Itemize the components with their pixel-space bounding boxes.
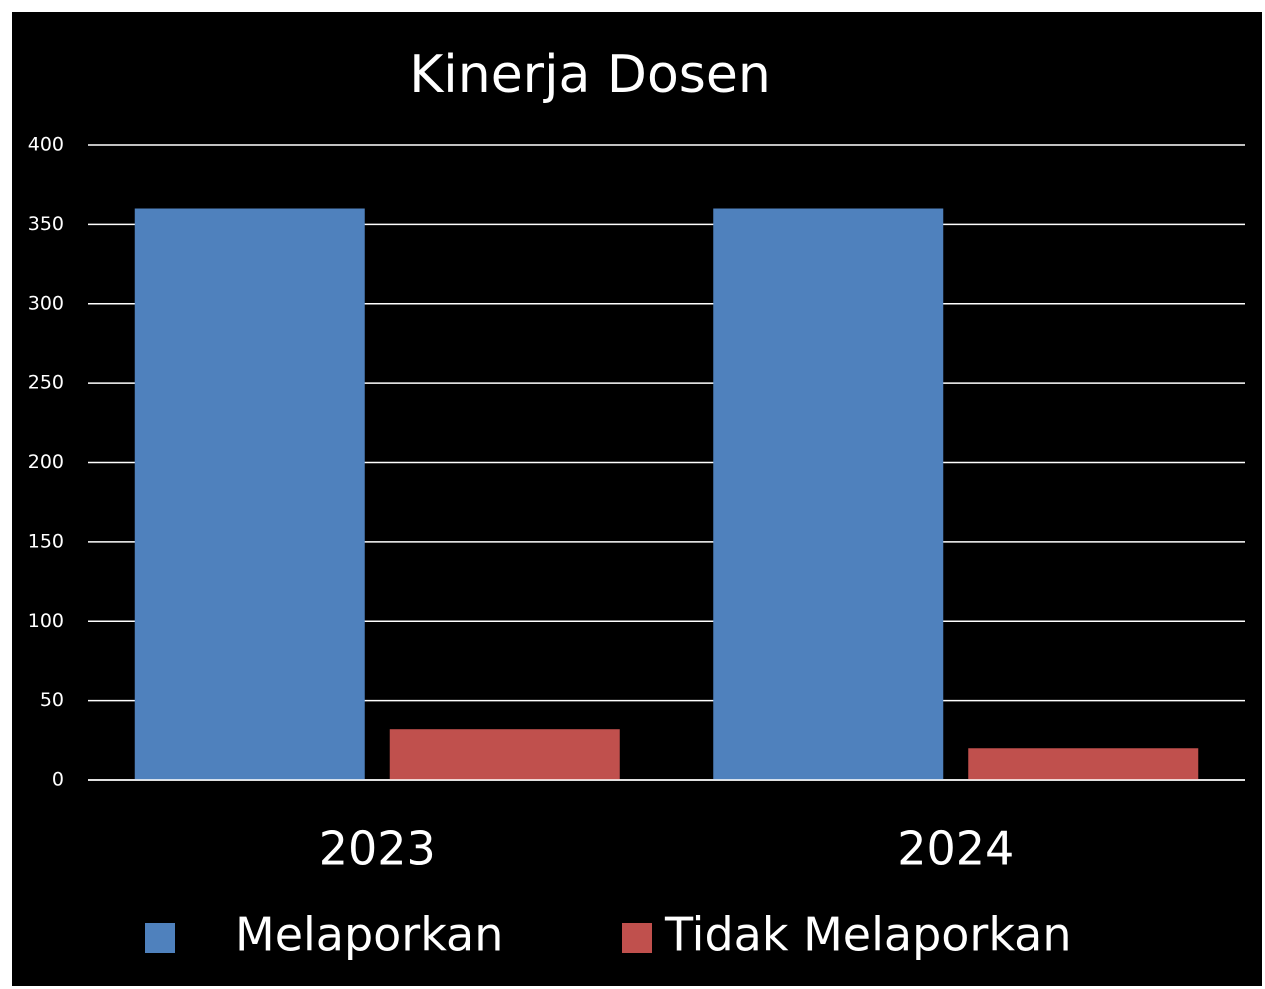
bar bbox=[389, 729, 620, 780]
y-tick-label: 0 bbox=[52, 769, 64, 791]
bar bbox=[968, 748, 1199, 780]
y-tick-label: 350 bbox=[28, 213, 64, 235]
y-tick-label: 300 bbox=[28, 292, 64, 314]
y-tick-label: 150 bbox=[28, 530, 64, 552]
bar bbox=[713, 208, 944, 780]
y-tick-label: 50 bbox=[40, 689, 64, 711]
chart-title: Kinerja Dosen bbox=[409, 45, 771, 105]
bar bbox=[134, 208, 365, 780]
legend-swatch bbox=[145, 923, 175, 953]
legend-label: Melaporkan bbox=[235, 908, 503, 962]
y-tick-label: 200 bbox=[28, 451, 64, 473]
y-tick-label: 400 bbox=[28, 134, 64, 156]
x-tick-label: 2023 bbox=[319, 822, 436, 876]
x-tick-label: 2024 bbox=[897, 822, 1014, 876]
legend-swatch bbox=[622, 923, 652, 953]
y-tick-label: 100 bbox=[28, 610, 64, 632]
y-tick-label: 250 bbox=[28, 372, 64, 394]
legend-label: Tidak Melaporkan bbox=[664, 908, 1072, 962]
